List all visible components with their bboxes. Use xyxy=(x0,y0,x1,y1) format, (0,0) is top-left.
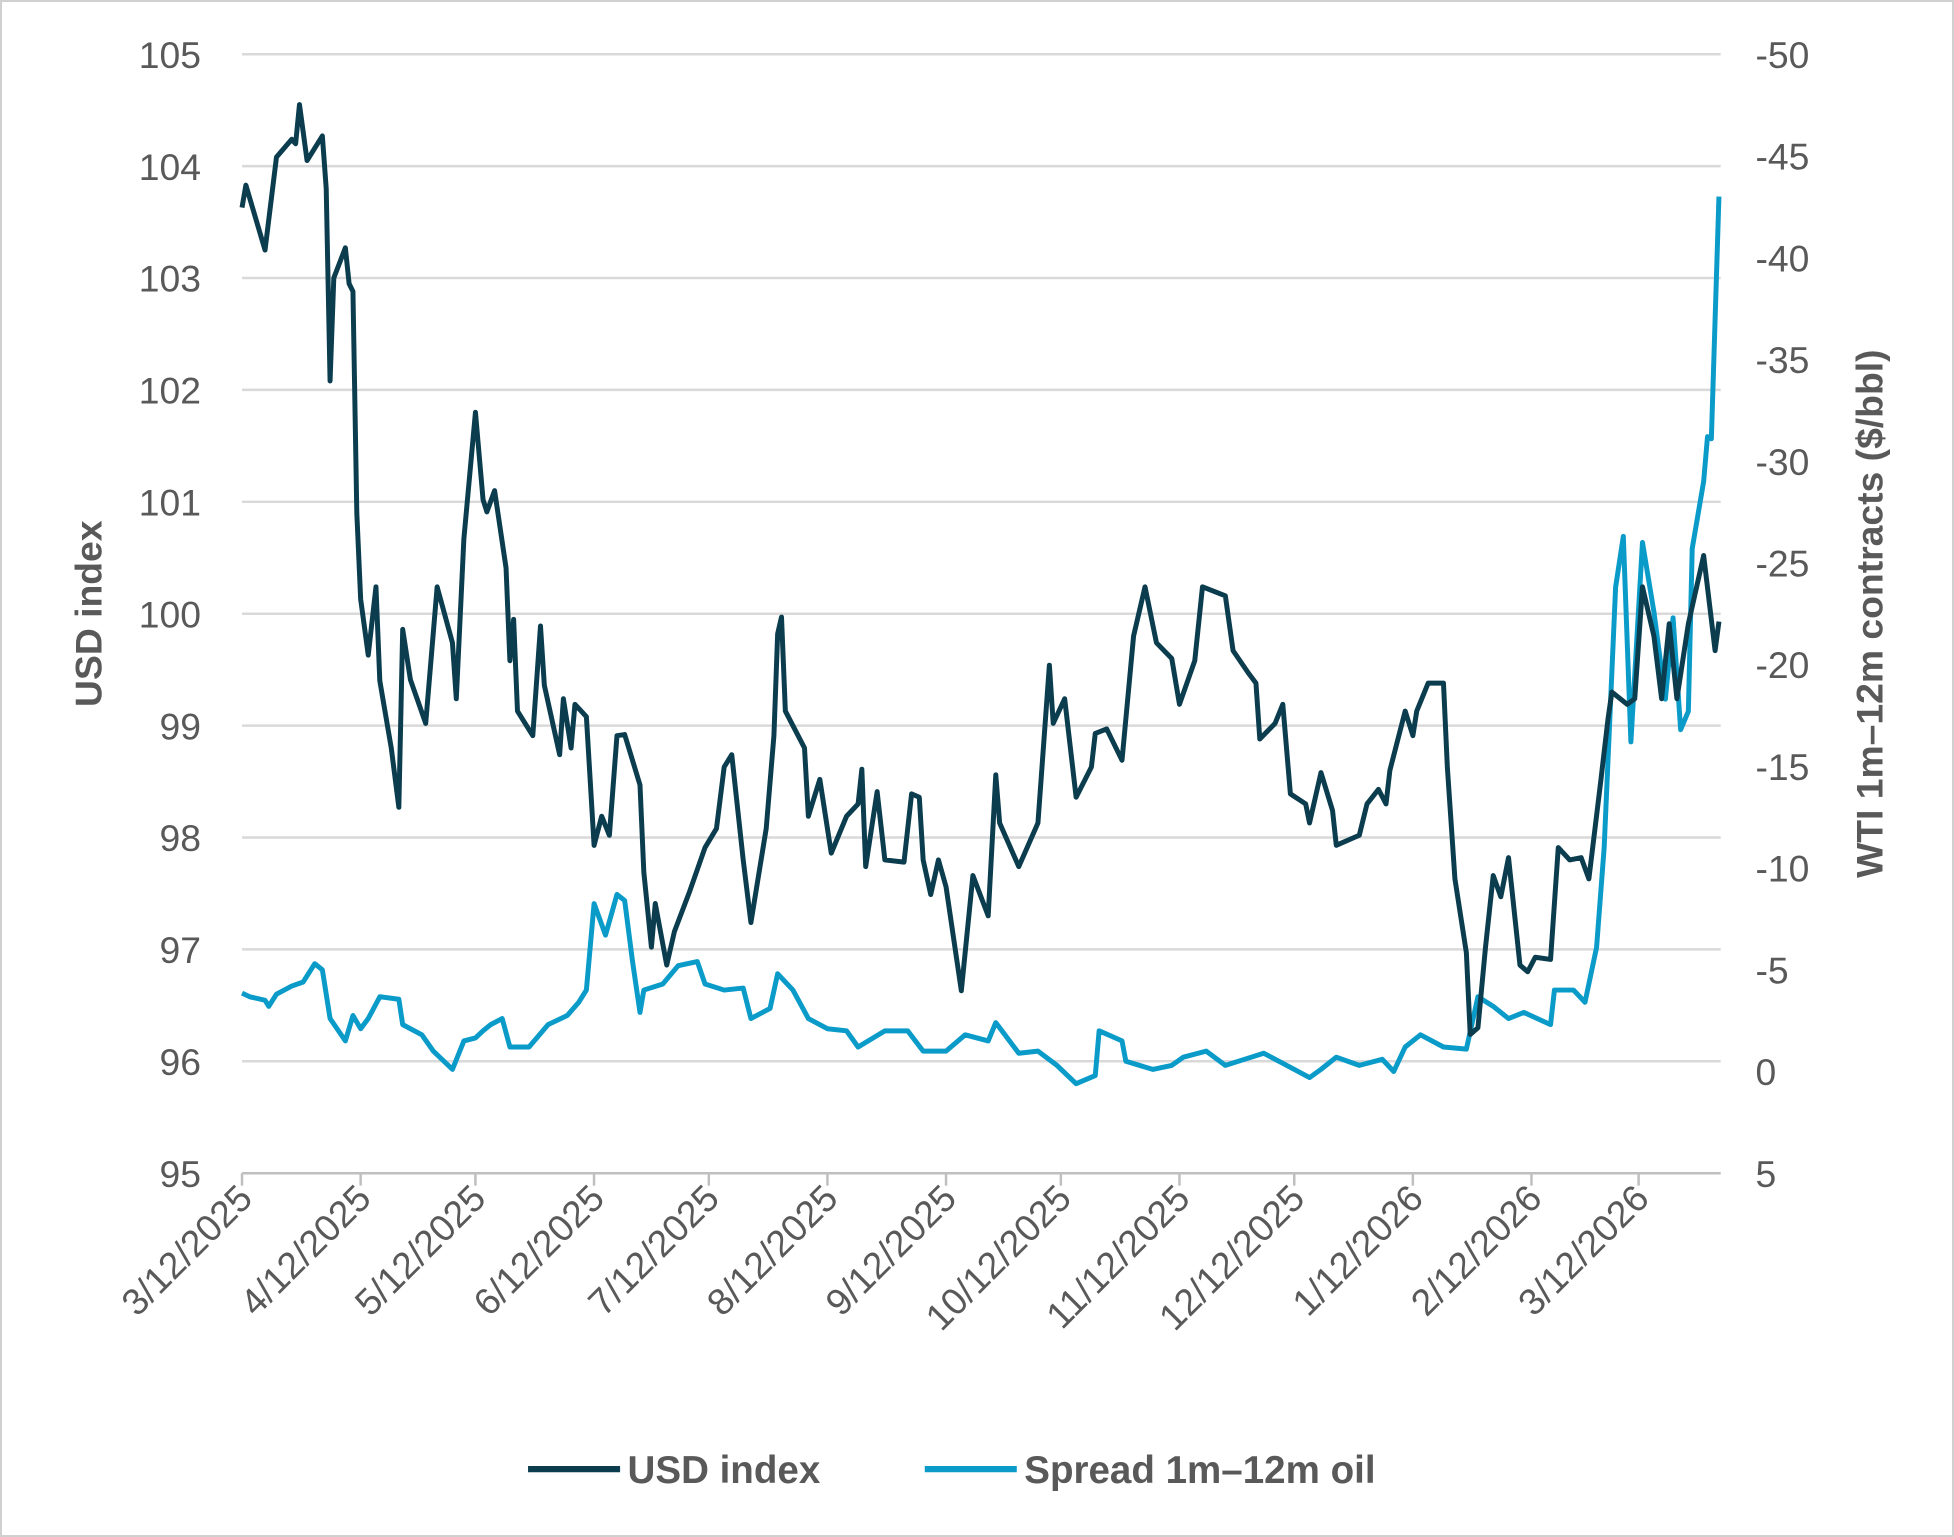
right-tick-label: -35 xyxy=(1756,339,1810,381)
left-tick-label: 97 xyxy=(159,929,201,971)
right-tick-label: -40 xyxy=(1756,237,1810,279)
right-axis-title: WTI 1m–12m contracts ($/bbl) xyxy=(1848,349,1890,877)
right-tick-label: -45 xyxy=(1756,136,1810,178)
left-tick-label: 96 xyxy=(159,1041,201,1083)
left-tick-label: 101 xyxy=(139,481,201,523)
right-tick-label: -30 xyxy=(1756,441,1810,483)
left-tick-label: 99 xyxy=(159,705,201,747)
legend: USD index Spread 1m–12m oil xyxy=(528,1449,1376,1492)
oil-spread-line xyxy=(240,196,1722,1087)
right-tick-label: -10 xyxy=(1756,848,1810,890)
right-tick-label: -20 xyxy=(1756,644,1810,686)
right-tick-label: -15 xyxy=(1756,746,1810,788)
right-tick-label: 0 xyxy=(1756,1051,1777,1093)
left-tick-label: 102 xyxy=(139,370,201,412)
left-tick-label: 104 xyxy=(139,146,201,188)
left-tick-label: 100 xyxy=(139,593,201,635)
left-axis-ticks: 95 96 97 98 99 100 101 102 103 104 105 xyxy=(139,34,201,1195)
right-axis-ticks: 5 0 -5 -10 -15 -20 -25 -30 -35 -40 -45 -50 xyxy=(1756,34,1810,1195)
left-tick-label: 98 xyxy=(159,817,201,859)
left-axis-title: USD index xyxy=(67,520,109,707)
series-lines xyxy=(239,102,1722,1087)
right-tick-label: -50 xyxy=(1756,34,1810,76)
right-tick-label: -5 xyxy=(1756,949,1789,991)
left-tick-label: 105 xyxy=(139,34,201,76)
x-axis: 3/12/20254/12/20255/12/20256/12/20257/12… xyxy=(113,1171,1721,1338)
right-tick-label: 5 xyxy=(1756,1153,1777,1195)
right-tick-label: -25 xyxy=(1756,543,1810,585)
legend-usd-label: USD index xyxy=(628,1449,821,1492)
legend-spread-label: Spread 1m–12m oil xyxy=(1024,1449,1375,1492)
usd-index-line xyxy=(239,102,1722,1037)
left-tick-label: 95 xyxy=(159,1153,201,1195)
left-tick-label: 103 xyxy=(139,258,201,300)
